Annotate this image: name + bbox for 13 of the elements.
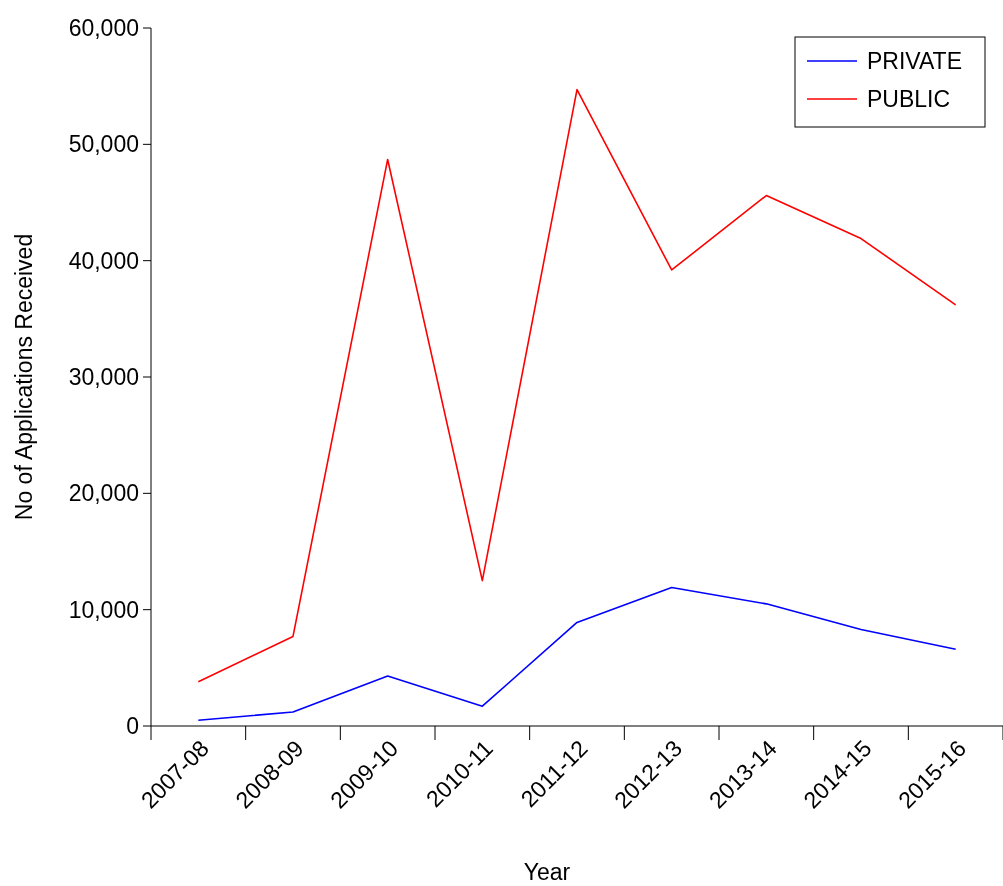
y-tick-label: 20,000 [68, 480, 139, 507]
y-tick-label: 10,000 [68, 596, 139, 623]
y-tick-label: 30,000 [68, 364, 139, 391]
legend-label: PRIVATE [867, 48, 962, 75]
y-tick-label: 50,000 [68, 131, 139, 158]
line-series [197, 586, 957, 721]
line-series [197, 88, 957, 683]
y-tick-label: 40,000 [68, 247, 139, 274]
y-axis-title: No of Applications Received [11, 233, 37, 521]
y-tick-label: 0 [126, 713, 139, 740]
y-tick-label: 60,000 [68, 15, 139, 42]
x-axis-title: Year [523, 859, 571, 885]
legend-label: PUBLIC [867, 86, 951, 113]
